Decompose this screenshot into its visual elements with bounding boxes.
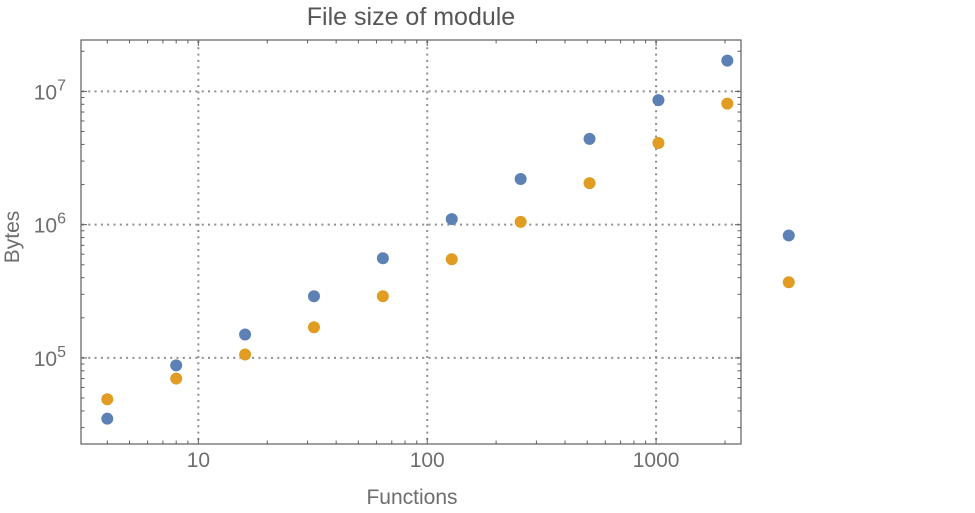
data-point-blue xyxy=(721,54,734,67)
data-point-orange xyxy=(445,253,458,266)
plot-frame xyxy=(80,39,742,445)
y-tick-label: 105 xyxy=(34,344,66,371)
x-axis-label: Functions xyxy=(366,486,458,509)
x-tick-label: 1000 xyxy=(633,449,680,472)
data-point-orange xyxy=(170,372,183,385)
data-point-orange xyxy=(514,215,527,228)
data-point-orange xyxy=(721,97,734,110)
data-point-orange xyxy=(307,321,320,334)
x-tick-label: 10 xyxy=(187,449,210,472)
data-point-orange xyxy=(583,177,596,190)
data-point-blue xyxy=(101,412,114,425)
data-point-blue xyxy=(307,290,320,303)
data-point-orange xyxy=(782,276,795,289)
data-point-orange xyxy=(652,136,665,149)
data-point-blue xyxy=(782,229,795,242)
y-tick-label: 107 xyxy=(34,77,66,104)
y-axis-label: Bytes xyxy=(1,210,24,264)
data-point-blue xyxy=(376,252,389,265)
data-point-blue xyxy=(239,328,252,341)
data-point-blue xyxy=(583,132,596,145)
x-tick-label: 100 xyxy=(410,449,445,472)
y-tick-label: 106 xyxy=(34,211,66,238)
data-point-blue xyxy=(652,94,665,107)
data-point-blue xyxy=(445,213,458,226)
data-point-orange xyxy=(239,348,252,361)
data-point-blue xyxy=(514,173,527,186)
chart-title: File size of module xyxy=(306,3,516,31)
data-point-orange xyxy=(376,290,389,303)
data-point-blue xyxy=(170,359,183,372)
data-point-orange xyxy=(101,393,114,406)
